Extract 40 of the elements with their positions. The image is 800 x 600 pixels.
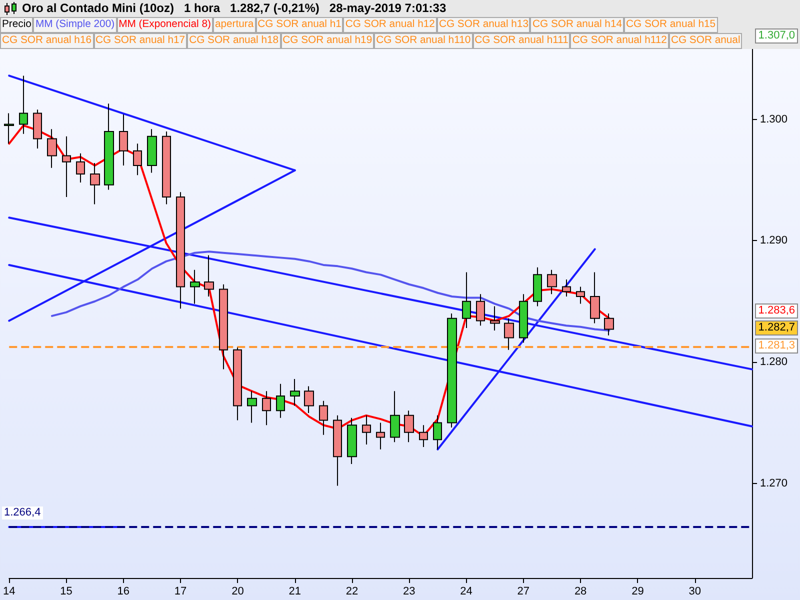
x-tick-label: 30 xyxy=(688,586,701,598)
text: 1.283,6 xyxy=(755,304,798,319)
text: CG SOR anual h14 xyxy=(530,17,624,33)
y-tick-label: 1.300 xyxy=(760,113,788,126)
text: MM (Simple 200) xyxy=(33,17,117,33)
legend-label: Precio xyxy=(0,17,34,33)
text: CG SOR anual h1 xyxy=(256,17,344,33)
text: CG SOR anual h110 xyxy=(374,33,473,49)
ref-line-label: 1.266,4 xyxy=(2,506,43,520)
text: 1.282,7 xyxy=(755,320,798,336)
text: CG SOR anual h15 xyxy=(624,17,718,33)
text: CG SOR anual h111 xyxy=(472,33,570,49)
y-tick-label: 1.290 xyxy=(760,234,788,247)
text: CG SOR anual h18 xyxy=(187,33,281,49)
text: 1.307,0 xyxy=(755,28,798,44)
x-tick-label: 14 xyxy=(2,586,16,598)
ref-line-label: 1.281,3 xyxy=(755,338,798,354)
x-tick-label: 22 xyxy=(346,586,358,598)
text: apertura xyxy=(212,17,256,33)
y-tick-label: 1.270 xyxy=(760,477,788,490)
x-tick-label: 29 xyxy=(632,586,644,598)
y-tick-label: 1.280 xyxy=(760,356,788,368)
text: CG SOR anual h19 xyxy=(280,33,374,49)
text: CG SOR anual h17 xyxy=(94,33,188,49)
x-tick-label: 27 xyxy=(517,586,530,598)
text: MM (Exponencial 8) xyxy=(116,17,213,33)
text: CG SOR anual xyxy=(668,33,742,49)
chart-title: Oro al Contado Mini (10oz) 1 hora 1.282,7 (-0,21%) 28-may-2019 7:01:33 xyxy=(22,0,446,17)
x-tick-label: 28 xyxy=(574,586,587,598)
x-tick-label: 16 xyxy=(117,586,130,598)
x-tick-label: 23 xyxy=(403,586,416,598)
text: CG SOR anual h112 xyxy=(570,33,669,49)
text: CG SOR anual h16 xyxy=(0,33,94,49)
x-tick-label: 17 xyxy=(174,586,187,598)
x-tick-label: 20 xyxy=(232,586,244,598)
x-tick-label: 24 xyxy=(460,586,472,598)
x-tick-label: 21 xyxy=(288,586,301,598)
x-tick-label: 15 xyxy=(60,586,72,598)
text: CG SOR anual h13 xyxy=(436,17,530,33)
text: CG SOR anual h12 xyxy=(343,17,437,33)
